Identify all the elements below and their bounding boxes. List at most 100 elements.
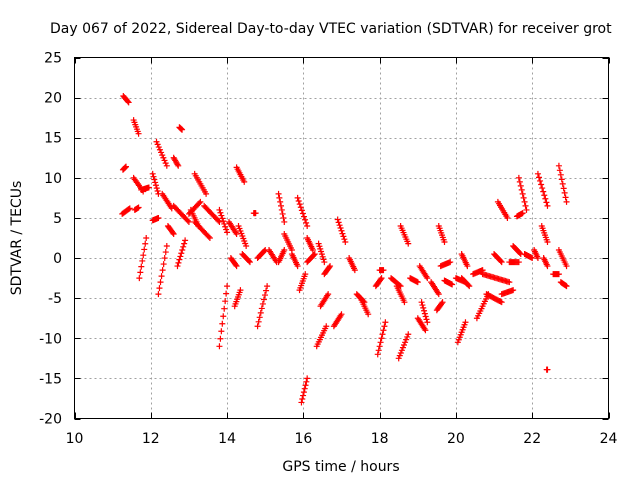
data-point: [160, 154, 167, 161]
data-point: [323, 323, 330, 330]
data-point: [203, 190, 210, 197]
data-point: [337, 224, 344, 231]
data-point: [464, 263, 471, 270]
data-point: [155, 144, 162, 151]
data-point: [219, 215, 226, 222]
data-point: [421, 307, 428, 314]
data-point: [517, 182, 524, 189]
data-point: [300, 389, 307, 396]
data-points: [119, 93, 570, 406]
data-point: [424, 275, 431, 282]
y-tick-label: -20: [39, 412, 62, 428]
y-tick-label: 10: [44, 171, 62, 187]
data-point: [125, 206, 132, 213]
data-point: [544, 202, 551, 209]
data-point: [262, 292, 269, 299]
data-point: [223, 226, 230, 233]
data-point: [309, 247, 316, 254]
data-point: [414, 279, 421, 286]
data-point: [465, 282, 472, 289]
data-point: [300, 392, 307, 399]
data-point: [299, 396, 306, 403]
data-point: [325, 291, 332, 298]
data-point: [152, 179, 159, 186]
data-point: [184, 217, 191, 224]
data-point: [504, 214, 511, 221]
data-point: [151, 176, 158, 183]
x-tick-label: 24: [600, 431, 618, 447]
data-point: [180, 243, 187, 250]
data-point: [340, 233, 347, 240]
data-point: [149, 170, 156, 177]
data-point: [302, 382, 309, 389]
data-point: [420, 304, 427, 311]
data-point: [304, 222, 311, 229]
data-point: [300, 213, 307, 220]
data-point: [419, 302, 426, 309]
data-point: [237, 287, 244, 294]
data-point: [379, 331, 386, 338]
data-point: [555, 162, 562, 169]
data-point: [398, 347, 405, 354]
data-point: [170, 230, 177, 237]
x-axis-label: GPS time / hours: [282, 459, 399, 475]
data-point: [397, 349, 404, 356]
data-point: [438, 300, 445, 307]
plot-frame: [74, 57, 609, 419]
data-point: [179, 126, 186, 133]
y-tick-label: -5: [48, 291, 62, 307]
data-point: [557, 171, 564, 178]
data-point: [321, 259, 328, 266]
data-point: [296, 201, 303, 208]
data-point: [320, 256, 327, 263]
data-point: [342, 239, 349, 246]
data-point: [125, 99, 132, 106]
data-point: [264, 283, 271, 290]
data-point: [341, 236, 348, 243]
data-point: [515, 259, 522, 266]
data-point: [395, 355, 402, 362]
y-tick-label: -15: [39, 371, 62, 387]
data-point: [154, 188, 161, 195]
data-point: [401, 299, 408, 306]
data-point: [178, 250, 185, 257]
data-point: [327, 263, 334, 270]
data-point: [169, 229, 176, 236]
data-point: [280, 214, 287, 221]
data-point: [217, 209, 224, 216]
data-point: [418, 299, 425, 306]
data-point: [174, 161, 181, 168]
data-point: [143, 235, 150, 241]
data-point: [378, 275, 385, 282]
data-point: [338, 227, 345, 234]
chart-title: Day 067 of 2022, Sidereal Day-to-day VTE…: [50, 21, 612, 37]
data-point: [279, 210, 286, 217]
data-point: [377, 276, 384, 283]
data-point: [317, 245, 324, 252]
data-point: [158, 149, 165, 156]
data-point: [538, 181, 545, 188]
data-point: [562, 194, 569, 201]
data-point: [422, 313, 429, 320]
data-point: [155, 214, 162, 221]
y-tick-label: 15: [44, 131, 62, 147]
data-point: [543, 199, 550, 206]
data-point: [154, 141, 161, 148]
data-point: [523, 206, 530, 213]
x-tick-label: 22: [523, 431, 541, 447]
data-point: [519, 190, 526, 197]
data-point: [155, 291, 162, 298]
data-point: [135, 204, 142, 211]
data-point: [216, 206, 223, 213]
y-axis-label: SDTVAR / TECUs: [9, 181, 25, 296]
data-point: [542, 195, 549, 202]
data-point: [246, 259, 253, 266]
data-point: [156, 285, 163, 292]
data-point: [541, 192, 548, 199]
data-point: [401, 341, 408, 348]
data-point: [380, 327, 387, 334]
data-point: [544, 239, 551, 246]
grid-layer: [74, 57, 609, 419]
data-point: [558, 176, 565, 183]
